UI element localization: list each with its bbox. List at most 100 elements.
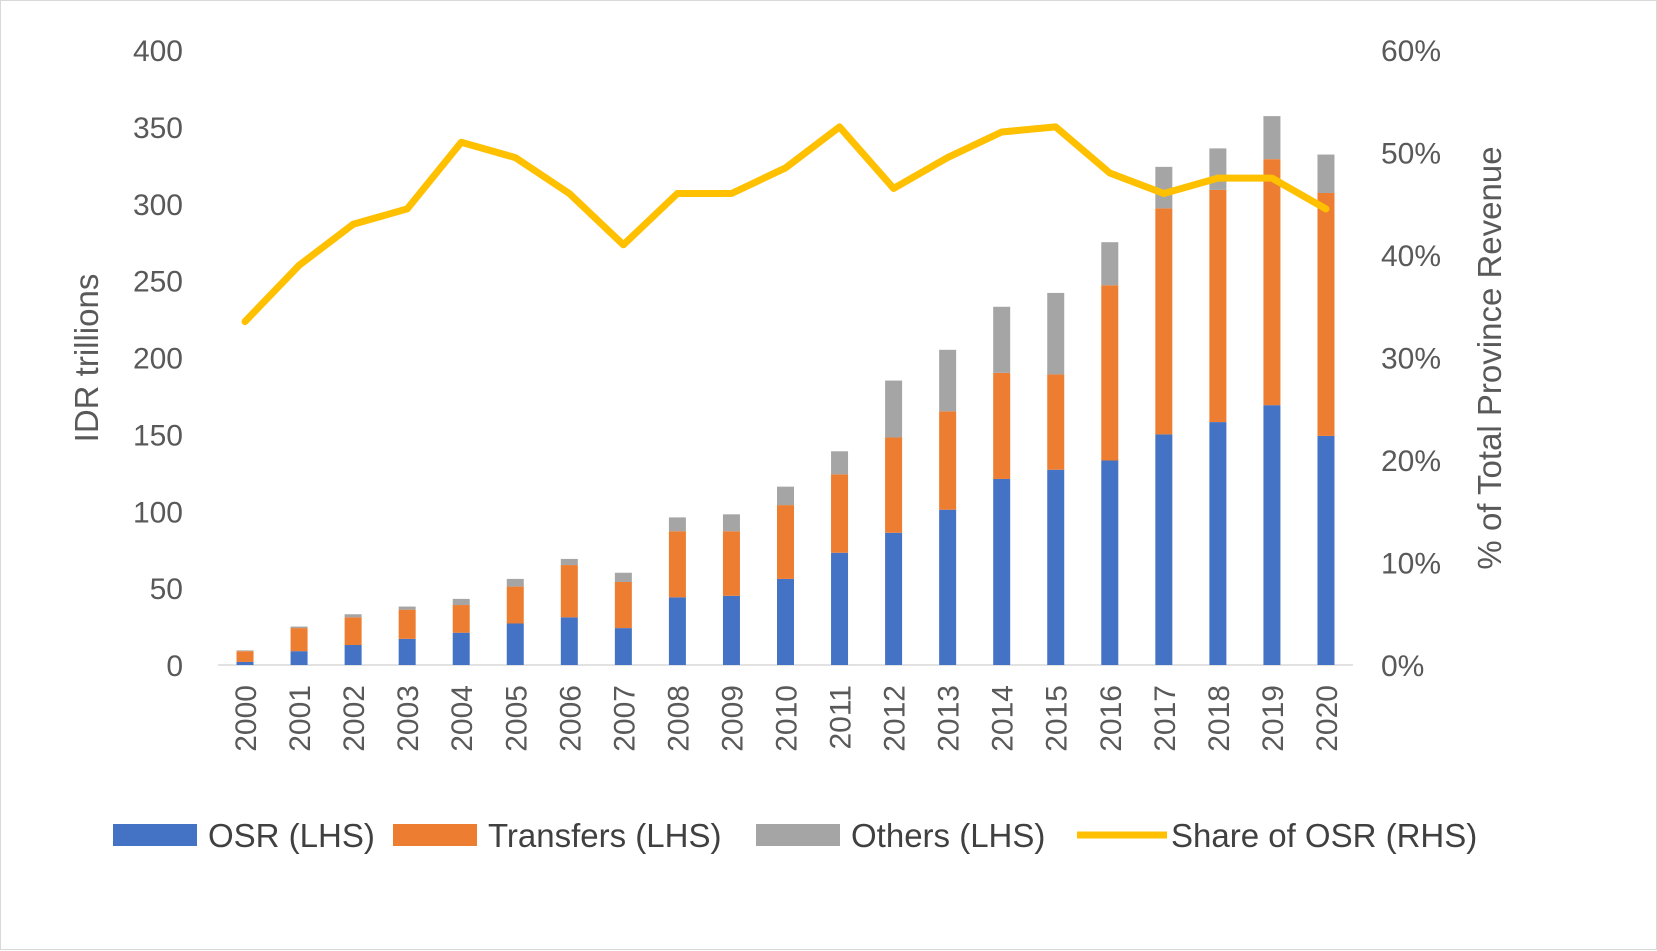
bar-others [993, 307, 1010, 373]
bar-others [669, 517, 686, 531]
bar-others [723, 514, 740, 531]
bar-osr [1101, 461, 1118, 665]
bar-osr [345, 645, 362, 665]
bar-transfers [723, 531, 740, 596]
x-tick-label: 2004 [446, 685, 479, 752]
bar-transfers [399, 610, 416, 639]
bar-transfers [993, 373, 1010, 479]
bar-osr [1047, 470, 1064, 665]
bar-others [345, 614, 362, 617]
y-axis-label-right: % of Total Province Revenue [1471, 146, 1508, 569]
bar-transfers [345, 617, 362, 645]
bar-osr [1317, 436, 1334, 665]
bar-osr [1155, 434, 1172, 665]
bar-transfers [507, 587, 524, 624]
x-tick-label: 2020 [1311, 685, 1344, 752]
x-tick-label: 2001 [284, 685, 317, 752]
x-tick-label: 2008 [662, 685, 695, 752]
y-left-tick-label: 50 [150, 573, 183, 606]
legend: OSR (LHS) Transfers (LHS) Others (LHS) S… [113, 817, 1477, 854]
bar-transfers [669, 531, 686, 597]
bar-transfers [1155, 208, 1172, 434]
y-right-tick-label: 30% [1381, 343, 1441, 376]
bar-osr [1209, 422, 1226, 665]
legend-label-transfers: Transfers (LHS) [488, 817, 721, 854]
y-axis-label-left: IDR trillions [68, 274, 105, 443]
bar-others [561, 559, 578, 565]
x-tick-label: 2003 [392, 685, 425, 752]
bar-others [1263, 116, 1280, 159]
bar-osr [669, 597, 686, 665]
x-tick-label: 2011 [825, 685, 858, 750]
x-axis-ticks: 2000 2001 2002 2003 2004 2005 2006 2007 2008 2009… [230, 685, 1344, 752]
x-tick-label: 2016 [1095, 685, 1128, 752]
x-tick-label: 2007 [608, 685, 641, 752]
x-tick-label: 2017 [1149, 685, 1182, 752]
y-right-tick-label: 20% [1381, 445, 1441, 478]
bar-transfers [291, 628, 308, 651]
x-tick-label: 2019 [1257, 685, 1290, 752]
bar-osr [399, 639, 416, 665]
legend-swatch-others [756, 824, 840, 846]
legend-label-share: Share of OSR (RHS) [1171, 817, 1477, 854]
bar-transfers [615, 582, 632, 628]
legend-label-osr: OSR (LHS) [208, 817, 375, 854]
y-right-tick-label: 40% [1381, 240, 1441, 273]
y-left-tick-label: 0 [166, 650, 183, 683]
bar-transfers [831, 474, 848, 552]
legend-swatch-transfers [393, 824, 477, 846]
bar-transfers [939, 411, 956, 509]
bar-others [831, 451, 848, 474]
bar-osr [1263, 405, 1280, 665]
bar-osr [777, 579, 794, 665]
x-tick-label: 2005 [500, 685, 533, 752]
bar-osr [885, 533, 902, 665]
legend-swatch-osr [113, 824, 197, 846]
x-tick-label: 2006 [554, 685, 587, 752]
right-axis-ticks: 0%10%20%30%40%50%60% [1381, 35, 1441, 683]
bar-osr [291, 651, 308, 665]
bar-transfers [1317, 193, 1334, 436]
bar-osr [453, 633, 470, 665]
y-right-tick-label: 50% [1381, 138, 1441, 171]
bar-others [885, 381, 902, 438]
y-left-tick-label: 400 [133, 35, 183, 68]
y-right-tick-label: 0% [1381, 650, 1424, 683]
x-tick-label: 2009 [716, 685, 749, 752]
y-left-tick-label: 150 [133, 419, 183, 452]
x-tick-label: 2002 [338, 685, 371, 752]
x-tick-label: 2013 [933, 685, 966, 752]
y-left-tick-label: 100 [133, 496, 183, 529]
bar-others [615, 573, 632, 582]
x-tick-label: 2018 [1203, 685, 1236, 752]
bar-transfers [885, 437, 902, 532]
bar-others [453, 599, 470, 605]
bar-transfers [561, 565, 578, 617]
bar-transfers [777, 505, 794, 579]
y-right-tick-label: 10% [1381, 548, 1441, 581]
y-left-tick-label: 300 [133, 189, 183, 222]
bar-transfers [1047, 374, 1064, 469]
bar-transfers [1101, 285, 1118, 460]
bar-osr [993, 479, 1010, 665]
x-tick-label: 2015 [1041, 685, 1074, 752]
bar-osr [615, 628, 632, 665]
bar-transfers [1263, 159, 1280, 405]
bar-others [291, 627, 308, 629]
bar-transfers [453, 605, 470, 633]
bar-others [1101, 242, 1118, 285]
legend-label-others: Others (LHS) [851, 817, 1045, 854]
bar-transfers [237, 651, 254, 662]
x-tick-label: 2014 [987, 685, 1020, 752]
x-tick-label: 2010 [771, 685, 804, 752]
bar-osr [831, 553, 848, 665]
x-tick-label: 2012 [879, 685, 912, 752]
bar-others [1317, 155, 1334, 193]
bar-osr [237, 662, 254, 665]
x-tick-label: 2000 [230, 685, 263, 752]
bar-others [1047, 293, 1064, 374]
bar-osr [561, 617, 578, 665]
